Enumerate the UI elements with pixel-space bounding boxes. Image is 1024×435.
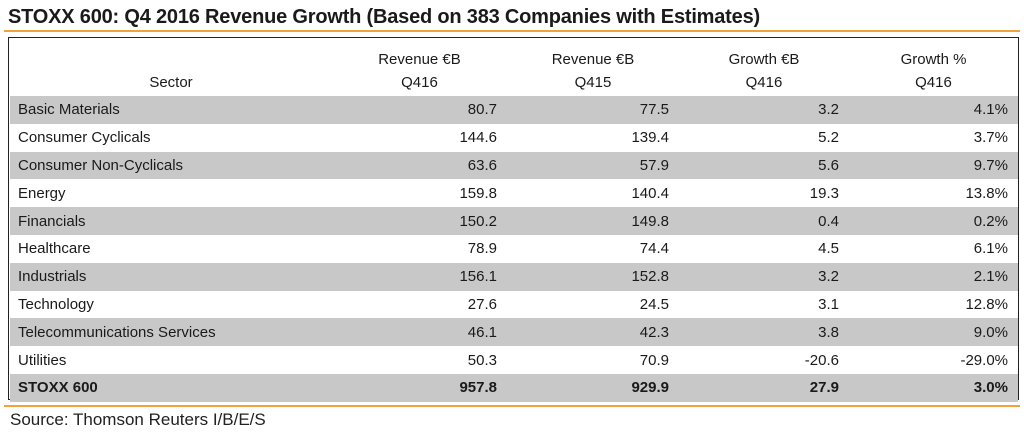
growth-eur-cell: -20.6 [804, 351, 839, 369]
revenue-q415-cell: 152.8 [507, 262, 679, 291]
sector-cell: Basic Materials [10, 96, 332, 124]
growth-eur-cell: 4.5 [818, 240, 839, 258]
revenue-q415-cell: 77.5 [507, 96, 679, 124]
growth-eur-cell: 5.6 [679, 151, 849, 180]
revenue-q416-cell: 144.6 [459, 129, 497, 147]
header-cell: Revenue €B [551, 51, 635, 68]
growth-eur-cell: 0.4 [679, 207, 849, 235]
revenue-q415-cell: 929.9 [507, 373, 679, 402]
sector-cell: Telecommunications Services [10, 318, 332, 347]
table-row: Financials 150.2 149.8 0.4 0.2% [10, 207, 1018, 235]
revenue-q416-cell: 46.1 [332, 318, 507, 347]
growth-eur-cell: 3.2 [679, 262, 849, 291]
header-cell [10, 40, 332, 68]
header-cell: Q416 [915, 73, 952, 91]
table-title: STOXX 600: Q4 2016 Revenue Growth (Based… [8, 6, 760, 28]
table-row: Basic Materials 80.7 77.5 3.2 4.1% [10, 96, 1018, 124]
sector-cell: Technology [18, 295, 94, 313]
source-note: Source: Thomson Reuters I/B/E/S [10, 410, 266, 429]
header-cell: Revenue €B [378, 51, 461, 68]
growth-pct-cell: 2.1% [849, 262, 1018, 291]
revenue-q415-cell: 139.4 [631, 129, 669, 147]
header-row-metric: Revenue €B Revenue €B Growth €B Growth % [10, 40, 1018, 68]
growth-pct-cell: 0.2% [849, 207, 1018, 235]
growth-eur-cell: 3.2 [679, 96, 849, 124]
revenue-q416-cell: 80.7 [332, 96, 507, 124]
revenue-q416-cell: 78.9 [467, 240, 497, 258]
sector-cell: Financials [10, 207, 332, 235]
table-row: Energy 159.8 140.4 19.3 13.8% [10, 179, 1018, 207]
growth-pct-cell: 9.7% [849, 151, 1018, 180]
sector-cell: Consumer Cyclicals [18, 129, 151, 147]
growth-eur-cell: 19.3 [809, 184, 839, 202]
revenue-q416-cell: 50.3 [467, 351, 497, 369]
growth-pct-cell: -29.0% [960, 351, 1008, 369]
sector-cell: Utilities [18, 351, 67, 369]
sector-cell: Consumer Non-Cyclicals [10, 151, 332, 180]
title-divider [4, 30, 1020, 32]
growth-pct-cell: 3.7% [973, 129, 1008, 147]
growth-eur-cell: 5.2 [818, 129, 839, 147]
revenue-q416-cell: 150.2 [332, 207, 507, 235]
revenue-q415-cell: 140.4 [631, 184, 669, 202]
growth-pct-cell: 13.8% [965, 184, 1008, 202]
revenue-q415-cell: 57.9 [507, 151, 679, 180]
table-row: Technology 27.6 24.5 3.1 12.8% [10, 291, 1018, 319]
header-cell: Growth €B [728, 51, 800, 68]
growth-pct-cell: 3.0% [849, 373, 1018, 402]
revenue-q415-cell: 24.5 [639, 295, 669, 313]
total-row: STOXX 600 957.8 929.9 27.9 3.0% [10, 373, 1018, 402]
sector-cell: Industrials [10, 262, 332, 291]
table-row: Consumer Non-Cyclicals 63.6 57.9 5.6 9.7… [10, 151, 1018, 180]
table-row: Telecommunications Services 46.1 42.3 3.… [10, 318, 1018, 347]
growth-eur-cell: 3.1 [818, 295, 839, 313]
growth-eur-cell: 27.9 [679, 373, 849, 402]
revenue-q416-cell: 63.6 [332, 151, 507, 180]
header-cell: Growth % [900, 51, 967, 68]
header-cell-sector: Sector [149, 73, 193, 91]
sector-cell: STOXX 600 [10, 373, 332, 402]
growth-pct-cell: 12.8% [965, 295, 1008, 313]
header-cell: Q415 [574, 73, 612, 91]
revenue-q415-cell: 42.3 [507, 318, 679, 347]
header-cell: Q416 [401, 73, 438, 91]
revenue-q416-cell: 159.8 [459, 184, 497, 202]
growth-pct-cell: 6.1% [973, 240, 1008, 258]
header-cell: Q416 [745, 73, 783, 91]
revenue-q415-cell: 74.4 [639, 240, 669, 258]
sector-cell: Healthcare [18, 240, 91, 258]
revenue-q416-cell: 957.8 [332, 373, 507, 402]
revenue-growth-table: Revenue €B Revenue €B Growth €B Growth %… [10, 40, 1018, 402]
header-row-period: Sector Q416 Q415 Q416 Q416 [10, 68, 1018, 96]
table-row: Healthcare 78.9 74.4 4.5 6.1% [10, 235, 1018, 263]
growth-eur-cell: 3.8 [679, 318, 849, 347]
sector-cell: Energy [18, 184, 66, 202]
revenue-q415-cell: 70.9 [639, 351, 669, 369]
source-divider [4, 405, 1020, 407]
growth-pct-cell: 4.1% [849, 96, 1018, 124]
revenue-q415-cell: 149.8 [507, 207, 679, 235]
table-row: Utilities 50.3 70.9 -20.6 -29.0% [10, 346, 1018, 374]
table-row: Industrials 156.1 152.8 3.2 2.1% [10, 262, 1018, 291]
revenue-q416-cell: 27.6 [467, 295, 497, 313]
growth-pct-cell: 9.0% [849, 318, 1018, 347]
revenue-q416-cell: 156.1 [332, 262, 507, 291]
table-row: Consumer Cyclicals 144.6 139.4 5.2 3.7% [10, 124, 1018, 152]
